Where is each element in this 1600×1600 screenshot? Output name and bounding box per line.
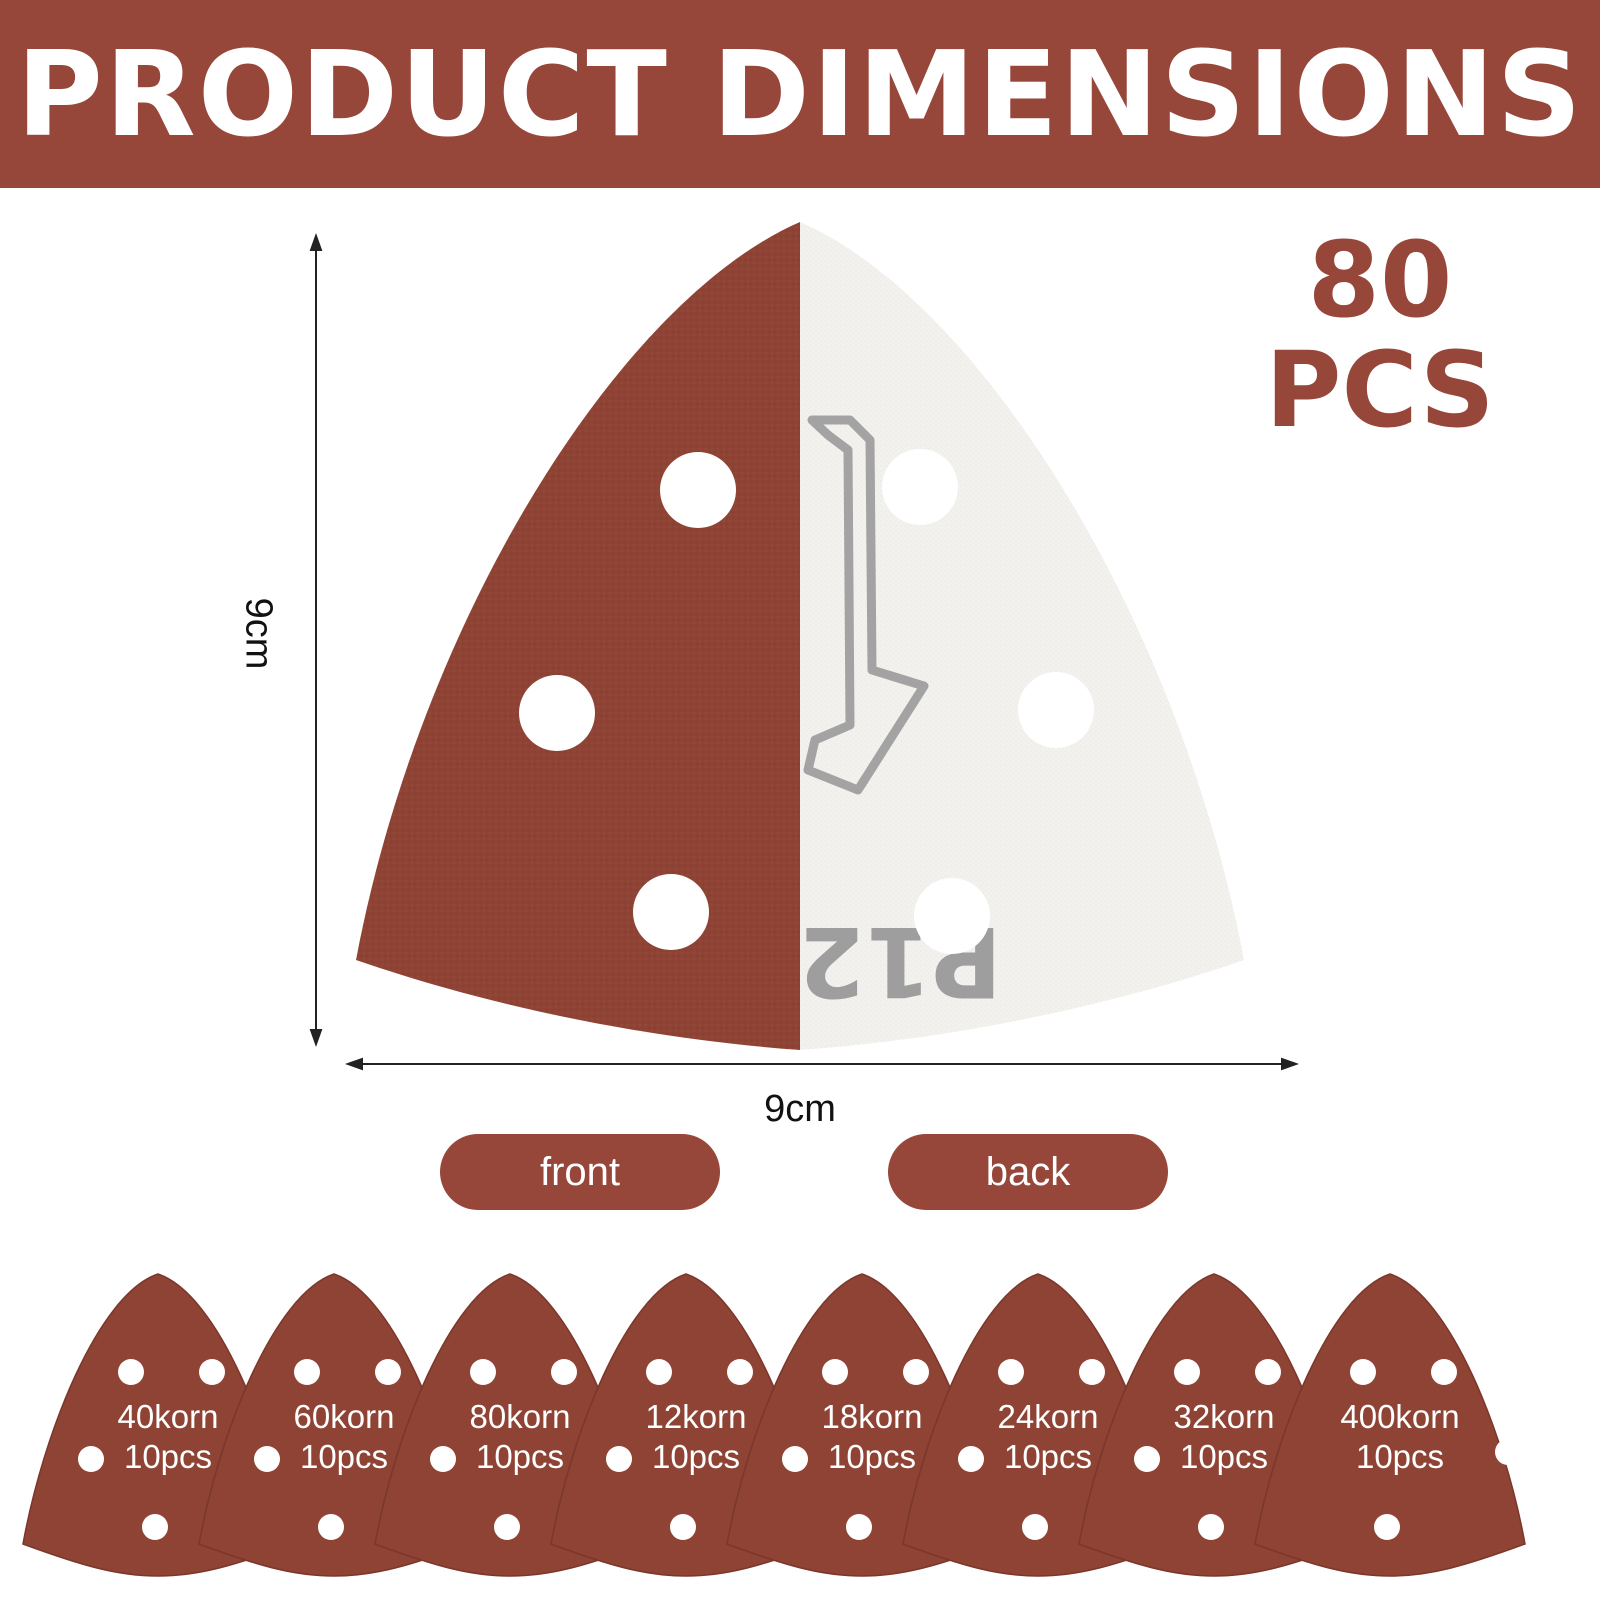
- dust-hole: [958, 1446, 984, 1472]
- dust-hole: [494, 1514, 520, 1540]
- dust-hole: [903, 1359, 929, 1385]
- piece-count: 80 PCS: [1230, 228, 1530, 442]
- dust-hole: [118, 1359, 144, 1385]
- dust-hole: [551, 1359, 577, 1385]
- dust-hole: [1018, 672, 1094, 748]
- dust-hole: [822, 1359, 848, 1385]
- grit-quantity: 10pcs: [1355, 1437, 1445, 1475]
- grit-quantity: 10pcs: [299, 1437, 389, 1475]
- dust-hole: [633, 874, 709, 950]
- width-label: 9cm: [764, 1088, 836, 1130]
- dust-hole: [142, 1514, 168, 1540]
- grit-quantity: 10pcs: [651, 1437, 741, 1475]
- dust-hole: [782, 1446, 808, 1472]
- sanding-pad-back: P12: [798, 222, 1244, 1050]
- dust-hole: [727, 1359, 753, 1385]
- grit-pad-label: 80korn 10pcs: [445, 1397, 595, 1476]
- dust-hole: [1350, 1359, 1376, 1385]
- grit-value: 32korn: [1173, 1398, 1275, 1435]
- sanding-pad-front: [356, 222, 800, 1050]
- height-label: 9cm: [237, 597, 280, 670]
- dust-hole: [1198, 1514, 1224, 1540]
- page-title: PRODUCT DIMENSIONS: [16, 25, 1584, 163]
- grit-quantity: 10pcs: [1003, 1437, 1093, 1475]
- dust-hole: [998, 1359, 1024, 1385]
- dust-hole: [1255, 1359, 1281, 1385]
- dust-hole: [1079, 1359, 1105, 1385]
- dust-hole: [430, 1446, 456, 1472]
- grit-value: 12korn: [645, 1398, 747, 1435]
- front-label-pill: front: [440, 1134, 720, 1210]
- dust-hole: [846, 1514, 872, 1540]
- dust-hole: [199, 1359, 225, 1385]
- dust-hole: [78, 1446, 104, 1472]
- dust-hole: [606, 1446, 632, 1472]
- piece-count-unit: PCS: [1265, 329, 1495, 451]
- dust-hole: [882, 449, 958, 525]
- dust-hole: [294, 1359, 320, 1385]
- header-banner: PRODUCT DIMENSIONS: [0, 0, 1600, 188]
- dust-hole: [670, 1514, 696, 1540]
- grit-pad-label: 60korn 10pcs: [269, 1397, 419, 1476]
- dust-hole: [318, 1514, 344, 1540]
- dust-hole: [519, 675, 595, 751]
- dust-hole: [1374, 1514, 1400, 1540]
- grit-value: 80korn: [469, 1398, 571, 1435]
- grit-pad-label: 12korn 10pcs: [621, 1397, 771, 1476]
- dust-hole: [1174, 1359, 1200, 1385]
- grit-value: 40korn: [117, 1398, 219, 1435]
- grit-pad-label: 24korn 10pcs: [973, 1397, 1123, 1476]
- grit-pad-label: 40korn 10pcs: [93, 1397, 243, 1476]
- dust-hole: [470, 1359, 496, 1385]
- grit-quantity: 10pcs: [123, 1437, 213, 1475]
- back-label-pill: back: [888, 1134, 1168, 1210]
- grit-quantity: 10pcs: [1179, 1437, 1269, 1475]
- grit-quantity: 10pcs: [475, 1437, 565, 1475]
- dust-hole: [1134, 1446, 1160, 1472]
- grit-value: 60korn: [293, 1398, 395, 1435]
- dust-hole: [646, 1359, 672, 1385]
- grit-pad-shape: [1254, 1273, 1526, 1577]
- arrow-print-icon: [803, 415, 929, 795]
- dust-hole: [1022, 1514, 1048, 1540]
- dust-hole: [1431, 1359, 1457, 1385]
- grit-pad-label: 32korn 10pcs: [1149, 1397, 1299, 1476]
- dust-hole: [660, 452, 736, 528]
- height-dimension-line: [309, 233, 323, 1047]
- grit-pad-row: [22, 1273, 1526, 1577]
- grit-quantity: 10pcs: [827, 1437, 917, 1475]
- piece-count-number: 80: [1307, 219, 1453, 341]
- grit-pad-label: 400korn 10pcs: [1325, 1397, 1475, 1476]
- dust-hole: [914, 878, 990, 954]
- grit-pad-label: 18korn 10pcs: [797, 1397, 947, 1476]
- grit-value: 24korn: [997, 1398, 1099, 1435]
- grit-value: 18korn: [821, 1398, 923, 1435]
- dust-hole: [254, 1446, 280, 1472]
- grit-value: 400korn: [1340, 1398, 1460, 1435]
- dust-hole: [1495, 1439, 1521, 1465]
- grit-pad: [1254, 1273, 1526, 1577]
- width-dimension-line: [345, 1057, 1299, 1071]
- dust-hole: [375, 1359, 401, 1385]
